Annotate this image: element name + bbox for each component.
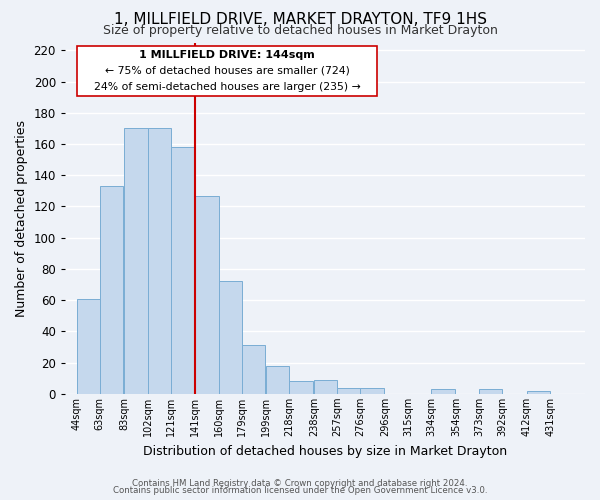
Text: 1, MILLFIELD DRIVE, MARKET DRAYTON, TF9 1HS: 1, MILLFIELD DRIVE, MARKET DRAYTON, TF9 … <box>113 12 487 28</box>
Bar <box>242 346 265 394</box>
FancyBboxPatch shape <box>77 46 377 96</box>
X-axis label: Distribution of detached houses by size in Market Drayton: Distribution of detached houses by size … <box>143 444 507 458</box>
Bar <box>337 388 361 394</box>
Bar <box>124 128 148 394</box>
Bar <box>171 147 194 394</box>
Bar <box>195 196 218 394</box>
Bar <box>479 389 502 394</box>
Text: 24% of semi-detached houses are larger (235) →: 24% of semi-detached houses are larger (… <box>94 82 361 92</box>
Bar <box>77 298 100 394</box>
Bar <box>266 366 289 394</box>
Y-axis label: Number of detached properties: Number of detached properties <box>15 120 28 316</box>
Text: Contains public sector information licensed under the Open Government Licence v3: Contains public sector information licen… <box>113 486 487 495</box>
Text: ← 75% of detached houses are smaller (724): ← 75% of detached houses are smaller (72… <box>104 66 350 76</box>
Bar <box>527 391 550 394</box>
Text: 1 MILLFIELD DRIVE: 144sqm: 1 MILLFIELD DRIVE: 144sqm <box>139 50 315 60</box>
Text: Contains HM Land Registry data © Crown copyright and database right 2024.: Contains HM Land Registry data © Crown c… <box>132 478 468 488</box>
Bar <box>431 389 455 394</box>
Bar <box>361 388 384 394</box>
Text: Size of property relative to detached houses in Market Drayton: Size of property relative to detached ho… <box>103 24 497 37</box>
Bar <box>289 382 313 394</box>
Bar <box>100 186 123 394</box>
Bar <box>148 128 171 394</box>
Bar <box>314 380 337 394</box>
Bar <box>218 282 242 394</box>
